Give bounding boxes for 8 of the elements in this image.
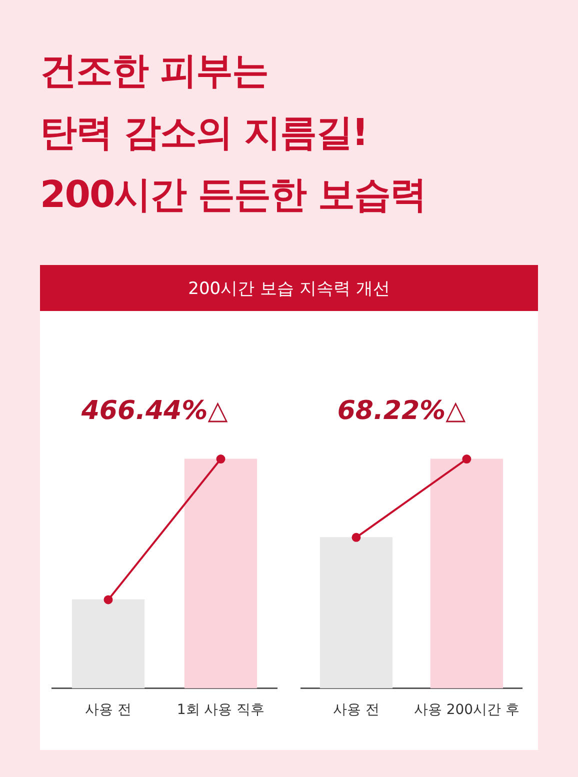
x-tick-label: 사용 전 <box>85 702 132 718</box>
text: 466.44%△ <box>80 396 228 426</box>
x-tick-label: 사용 전 <box>333 702 380 718</box>
text: 68.22%△ <box>337 396 466 426</box>
x-tick-label: 사용 200시간 후 <box>414 702 520 718</box>
x-tick-label: 1회 사용 직후 <box>176 702 265 718</box>
chart-subtitle: 200시간 보습 지속력 개선 <box>40 265 538 311</box>
chart-title: 건조한 피부는 탄력 감소의 지름길! 200시간 든든한 보습력 <box>40 48 426 218</box>
